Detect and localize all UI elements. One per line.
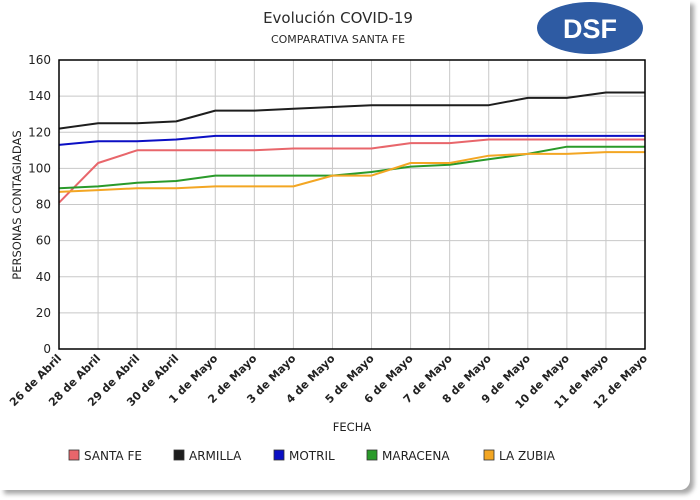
y-tick-label: 40 — [36, 270, 51, 284]
series-maracena — [58, 145, 646, 190]
legend-label: MOTRIL — [289, 449, 335, 463]
y-tick-label: 0 — [43, 342, 51, 356]
series-line — [58, 151, 645, 193]
chart-title: Evolución COVID-19 — [263, 9, 413, 27]
y-tick-label: 160 — [28, 53, 51, 67]
logo-text: DSF — [563, 14, 617, 44]
legend-label: SANTA FE — [84, 449, 142, 463]
y-axis-ticks: 0 20 40 60 80 100 120 140 160 — [28, 53, 51, 356]
legend-item: MARACENA — [366, 449, 450, 463]
series-lines — [58, 91, 646, 204]
y-tick-label: 120 — [28, 125, 51, 139]
legend-label: LA ZUBIA — [499, 449, 556, 463]
series-line — [58, 145, 645, 190]
grid — [58, 59, 646, 350]
y-axis-label: PERSONAS CONTAGIADAS — [10, 130, 24, 279]
chart-subtitle: COMPARATIVA SANTA FE — [271, 33, 405, 46]
series-armilla — [58, 91, 646, 130]
dsf-logo: DSF — [537, 2, 643, 54]
legend-swatch — [173, 449, 185, 461]
legend-item: SANTA FE — [68, 449, 142, 463]
chart-card: Evolución COVID-19 COMPARATIVA SANTA FE … — [7, 2, 651, 463]
series-line — [58, 138, 645, 204]
legend-label: MARACENA — [382, 449, 450, 463]
legend-swatch — [366, 449, 378, 461]
series-line — [58, 91, 645, 130]
series-line — [58, 134, 645, 146]
y-tick-label: 60 — [36, 234, 51, 248]
legend-item: MOTRIL — [273, 449, 335, 463]
y-tick-label: 100 — [28, 161, 51, 175]
x-axis-label: FECHA — [333, 420, 372, 434]
legend-swatch — [483, 449, 495, 461]
series-la-zubia — [58, 151, 646, 193]
legend-swatch — [273, 449, 285, 461]
y-tick-label: 80 — [36, 198, 51, 212]
y-tick-label: 20 — [36, 306, 51, 320]
legend: SANTA FE ARMILLA MOTRIL MARACENA LA ZUBIA — [68, 449, 556, 463]
legend-swatch — [68, 449, 80, 461]
legend-label: ARMILLA — [189, 449, 242, 463]
legend-item: ARMILLA — [173, 449, 242, 463]
legend-item: LA ZUBIA — [483, 449, 556, 463]
logo-ellipse — [537, 2, 643, 54]
y-tick-label: 140 — [28, 89, 51, 103]
plot-frame — [58, 59, 646, 350]
